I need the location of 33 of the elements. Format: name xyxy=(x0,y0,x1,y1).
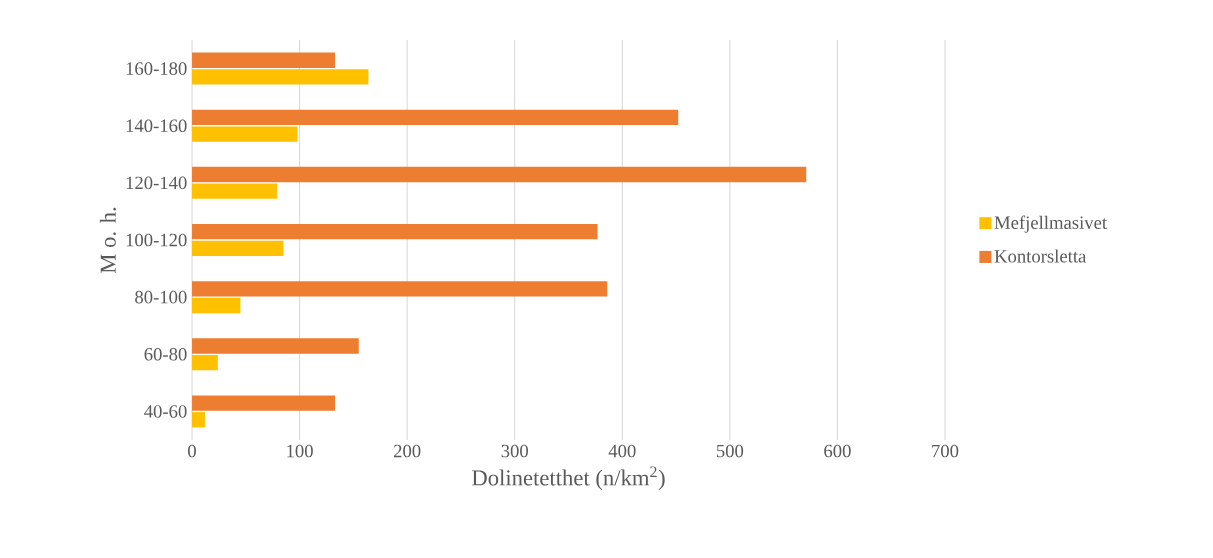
bar xyxy=(192,297,241,314)
bar xyxy=(192,183,277,199)
bar xyxy=(192,338,359,354)
y-tick-label: 140-160 xyxy=(126,119,187,133)
bar xyxy=(192,240,284,257)
x-tick-label: 700 xyxy=(932,444,959,458)
bar xyxy=(192,166,807,183)
x-tick-label: 0 xyxy=(188,444,196,458)
x-axis-title: Dolinetetthet (n/km$^{2}$) xyxy=(472,466,665,491)
bar xyxy=(192,126,298,142)
y-tick-label: 40-60 xyxy=(144,405,187,418)
legend-label: Mefjellmasivet xyxy=(994,215,1107,233)
x-tick-label: 100 xyxy=(287,444,313,458)
bar xyxy=(192,354,218,371)
bar xyxy=(192,395,336,411)
x-tick-label: 600 xyxy=(824,444,851,458)
x-tick-label: 500 xyxy=(716,444,744,458)
y-tick-label: 80-100 xyxy=(135,290,187,304)
bar xyxy=(192,69,369,85)
y-axis-title: M o. h. xyxy=(99,207,116,274)
x-tick-label: 300 xyxy=(501,444,528,458)
legend-label: Kontorsletta xyxy=(994,249,1087,263)
x-tick-label: 200 xyxy=(393,444,421,458)
y-tick-label: 100-120 xyxy=(126,233,187,247)
bar xyxy=(192,224,598,240)
bar xyxy=(192,109,679,126)
bar xyxy=(192,281,608,297)
bar xyxy=(192,52,336,68)
y-tick-label: 60-80 xyxy=(144,347,187,361)
bar xyxy=(192,412,205,428)
x-tick-label: 400 xyxy=(608,444,636,458)
y-tick-label: 160-180 xyxy=(126,62,187,75)
y-tick-label: 120-140 xyxy=(126,176,187,190)
